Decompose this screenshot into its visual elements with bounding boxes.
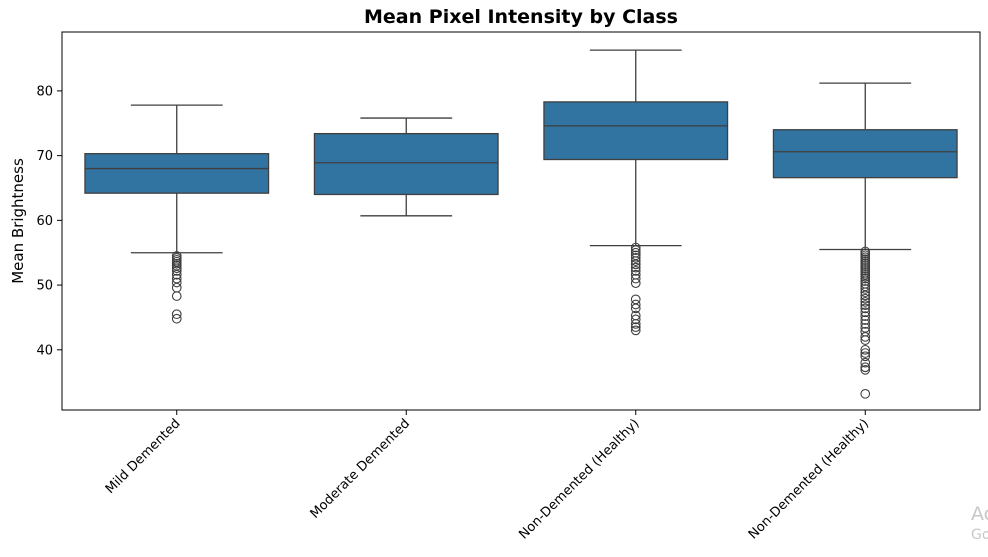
outlier-point	[630, 242, 641, 253]
outlier-point	[860, 293, 871, 304]
chart-title: Mean Pixel Intensity by Class	[364, 6, 678, 28]
watermark-line1: Ac	[971, 503, 988, 525]
x-tick-label: Non-Demented (Healthy)	[746, 416, 872, 542]
outlier-point	[171, 291, 182, 301]
box	[313, 132, 499, 196]
outlier-point	[630, 299, 641, 310]
outlier-point	[860, 332, 871, 342]
y-tick-label: 50	[36, 279, 53, 294]
outlier-point	[860, 300, 871, 310]
outlier-point	[860, 315, 871, 325]
outlier-point	[630, 253, 641, 263]
outlier-point	[860, 273, 871, 284]
outlier-point	[630, 303, 641, 314]
outlier-point	[171, 277, 182, 288]
outlier-point	[860, 297, 871, 307]
outlier-point	[860, 311, 871, 321]
y-axis-label: Mean Brightness	[9, 158, 27, 284]
plot-frame	[61, 31, 981, 411]
outlier-point	[630, 314, 641, 325]
outlier-point	[171, 265, 182, 276]
outlier-point	[171, 309, 182, 320]
x-tick-label: Mild Demented	[103, 416, 184, 497]
outlier-point	[860, 351, 871, 362]
outlier-point	[630, 265, 641, 276]
outlier-point	[860, 287, 871, 298]
outlier-point	[630, 322, 641, 333]
outlier-point	[630, 256, 641, 266]
outlier-point	[171, 269, 182, 280]
outlier-point	[860, 290, 871, 301]
outlier-point	[630, 273, 641, 284]
x-tick-label: Moderate Demented	[308, 416, 414, 522]
box	[772, 129, 958, 179]
y-tick-label: 40	[36, 343, 53, 358]
outlier-point	[860, 276, 871, 287]
outlier-point	[630, 319, 641, 329]
outlier-point	[630, 259, 641, 270]
outlier-point	[171, 313, 182, 324]
y-tick-label: 80	[36, 84, 53, 99]
outlier-point	[171, 282, 182, 293]
y-tick-label: 70	[36, 149, 53, 164]
outlier-point	[171, 263, 182, 274]
watermark-line2: Go	[971, 527, 988, 543]
outlier-point	[860, 365, 871, 375]
outlier-point	[860, 388, 871, 399]
outlier-point	[860, 335, 871, 345]
box	[84, 153, 270, 194]
outlier-point	[860, 319, 871, 329]
outlier-point	[860, 357, 871, 368]
outlier-point	[860, 348, 871, 358]
box	[543, 101, 729, 161]
y-tick-label: 60	[36, 214, 53, 229]
outlier-point	[630, 294, 641, 305]
outlier-point	[630, 278, 641, 288]
outlier-point	[860, 307, 871, 318]
outlier-point	[860, 303, 871, 314]
outlier-point	[630, 245, 641, 255]
outlier-point	[630, 325, 641, 336]
outlier-point	[630, 262, 641, 273]
outlier-point	[860, 344, 871, 355]
x-tick-label: Non-Demented (Healthy)	[516, 416, 642, 542]
outlier-point	[860, 284, 871, 294]
outlier-point	[860, 362, 871, 373]
